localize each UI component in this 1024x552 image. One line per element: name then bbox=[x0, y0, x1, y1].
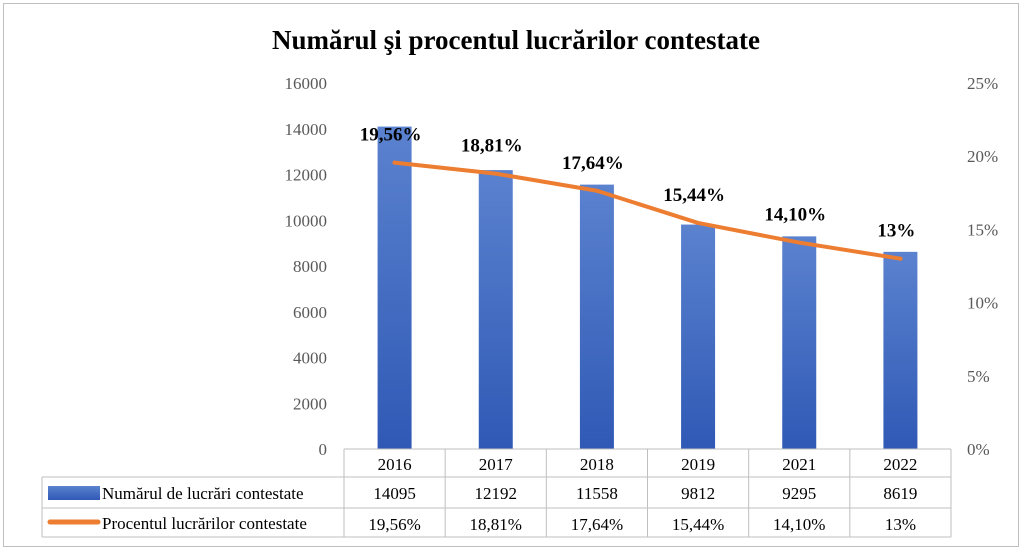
chart-title: Numărul şi procentul lucrărilor contesta… bbox=[272, 25, 760, 55]
legend-label-line: Procentul lucrărilor contestate bbox=[102, 514, 307, 533]
line-point-2021 bbox=[797, 240, 802, 245]
legend-label-bars: Numărul de lucrări contestate bbox=[102, 484, 304, 503]
bar-2018 bbox=[579, 184, 614, 449]
line-point-2022 bbox=[898, 256, 903, 261]
line-point-2016 bbox=[392, 160, 397, 165]
right-tick-label: 25% bbox=[967, 74, 998, 93]
right-tick-label: 20% bbox=[967, 147, 998, 166]
table-cell-count: 9295 bbox=[782, 484, 816, 503]
line-data-label: 19,56% bbox=[360, 125, 422, 146]
left-tick-label: 6000 bbox=[293, 303, 327, 322]
table-cell-percent: 18,81% bbox=[470, 515, 522, 534]
right-tick-label: 0% bbox=[967, 440, 990, 459]
line-data-label: 17,64% bbox=[562, 153, 624, 174]
category-label: 2021 bbox=[782, 455, 816, 474]
left-tick-label: 2000 bbox=[293, 394, 327, 413]
category-label: 2019 bbox=[681, 455, 715, 474]
line-point-2018 bbox=[594, 188, 599, 193]
left-tick-label: 8000 bbox=[293, 257, 327, 276]
left-tick-label: 10000 bbox=[285, 211, 328, 230]
line-data-label: 18,81% bbox=[461, 136, 523, 157]
right-tick-label: 5% bbox=[967, 367, 990, 386]
right-tick-label: 15% bbox=[967, 220, 998, 239]
right-axis: 0% 5% 10% 15% 20% 25% bbox=[967, 74, 998, 459]
table-cell-percent: 14,10% bbox=[773, 515, 825, 534]
line-point-2017 bbox=[493, 171, 498, 176]
left-tick-label: 0 bbox=[319, 440, 328, 459]
left-tick-label: 12000 bbox=[285, 166, 328, 185]
category-label: 2018 bbox=[580, 455, 614, 474]
line-data-labels: 19,56% 18,81% 17,64% 15,44% 14,10% 13% bbox=[360, 125, 916, 242]
left-tick-label: 14000 bbox=[285, 120, 328, 139]
line-data-label: 14,10% bbox=[764, 205, 826, 226]
category-label: 2022 bbox=[883, 455, 917, 474]
bar-2016 bbox=[377, 126, 412, 449]
line-data-label: 15,44% bbox=[663, 185, 725, 206]
legend-key-bars bbox=[48, 486, 100, 500]
table-cell-count: 8619 bbox=[883, 484, 917, 503]
table-cell-percent: 13% bbox=[885, 515, 916, 534]
left-tick-label: 16000 bbox=[285, 74, 328, 93]
line-data-label: 13% bbox=[877, 221, 915, 242]
table-cell-count: 11558 bbox=[576, 484, 618, 503]
line-point-2019 bbox=[696, 220, 701, 225]
table-cell-count: 14095 bbox=[373, 484, 416, 503]
left-tick-label: 4000 bbox=[293, 349, 327, 368]
chart-frame: Numărul şi procentul lucrărilor contesta… bbox=[3, 3, 1019, 547]
table-cell-percent: 15,44% bbox=[672, 515, 724, 534]
category-label: 2016 bbox=[378, 455, 412, 474]
left-axis: 0 2000 4000 6000 8000 10000 12000 14000 16000 bbox=[285, 74, 328, 459]
bar-2021 bbox=[782, 236, 817, 449]
table-cell-count: 9812 bbox=[681, 484, 715, 503]
table-cell-count: 12192 bbox=[475, 484, 518, 503]
right-tick-label: 10% bbox=[967, 294, 998, 313]
table-cell-percent: 17,64% bbox=[571, 515, 623, 534]
data-table: 2016 2017 2018 2019 2021 2022 Numărul de lucră… bbox=[41, 448, 952, 538]
bar-2017 bbox=[478, 170, 513, 449]
bar-series bbox=[377, 126, 918, 449]
percent-line bbox=[392, 160, 903, 261]
table-cell-percent: 19,56% bbox=[368, 515, 420, 534]
chart-svg: Numărul şi procentul lucrărilor contesta… bbox=[41, 25, 998, 538]
line-series bbox=[392, 160, 903, 261]
category-label: 2017 bbox=[479, 455, 514, 474]
bar-2019 bbox=[681, 224, 716, 449]
bar-2022 bbox=[883, 251, 918, 449]
